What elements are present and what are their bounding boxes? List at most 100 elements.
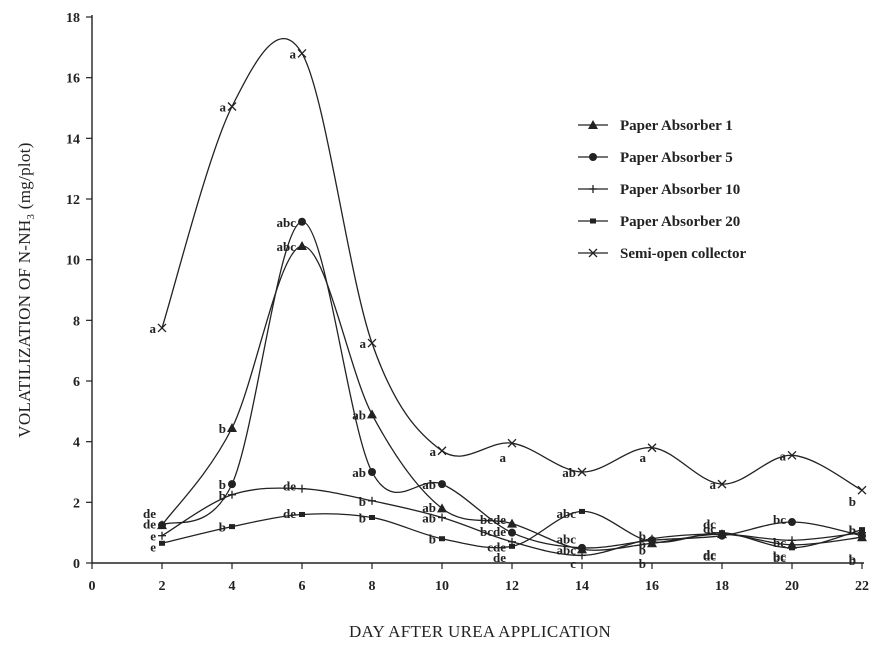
plus-marker bbox=[368, 496, 376, 505]
y-axis-title-main: VOLATILIZATION OF N-NH bbox=[15, 220, 34, 438]
significance-label: a bbox=[150, 321, 157, 336]
axes: 0 2 4 6 8 10 12 14 16 18 0 2 4 6 8 10 12 14 16 18 20 22 bbox=[66, 11, 869, 594]
significance-label: ab bbox=[562, 465, 576, 480]
significance-label: a bbox=[290, 46, 297, 61]
significance-label: a bbox=[500, 450, 507, 465]
significance-label: b bbox=[639, 536, 646, 551]
significance-label: a bbox=[360, 336, 367, 351]
significance-label: de bbox=[143, 506, 156, 521]
x-tick-label: 20 bbox=[785, 579, 799, 594]
significance-label: bc bbox=[773, 512, 786, 527]
x-marker-b bbox=[577, 467, 587, 477]
x-tick-label: 8 bbox=[369, 579, 376, 594]
x-marker bbox=[157, 323, 167, 333]
x-marker bbox=[227, 102, 237, 111]
series-line bbox=[161, 245, 863, 551]
x-tick-label: 2 bbox=[159, 579, 166, 594]
plus-marker bbox=[298, 484, 306, 493]
significance-label: bcde bbox=[480, 524, 506, 539]
series-line bbox=[161, 221, 863, 549]
x-tick-label: 22 bbox=[855, 579, 869, 594]
significance-label: a bbox=[640, 450, 647, 465]
triangle-marker bbox=[367, 409, 377, 419]
significance-label: a bbox=[430, 444, 437, 459]
x-tick-label: 6 bbox=[299, 579, 306, 594]
y-axis-title-end: (mg/plot) bbox=[15, 142, 34, 213]
y-tick-label: 12 bbox=[66, 193, 80, 208]
x-marker-b bbox=[857, 485, 867, 495]
triangle-marker bbox=[297, 241, 307, 251]
y-tick-label: 10 bbox=[66, 254, 80, 269]
legend-item: Paper Absorber 10 bbox=[578, 182, 740, 198]
significance-label: ab bbox=[422, 511, 436, 526]
significance-label: e bbox=[150, 539, 156, 554]
circle-marker bbox=[438, 480, 446, 489]
significance-label: abc bbox=[277, 239, 297, 254]
significance-label: c bbox=[570, 556, 576, 571]
circle-marker bbox=[228, 480, 236, 489]
triangle-marker bbox=[507, 518, 517, 528]
significance-label: dc bbox=[703, 547, 716, 562]
x-tick-label: 4 bbox=[229, 579, 236, 594]
significance-label: b bbox=[429, 532, 436, 547]
significance-label: b bbox=[219, 488, 226, 503]
triangle-marker bbox=[437, 503, 447, 513]
square-marker bbox=[649, 539, 655, 545]
y-tick-label: 2 bbox=[73, 496, 80, 511]
square-marker bbox=[509, 543, 515, 549]
x-marker bbox=[507, 438, 517, 448]
square-marker bbox=[369, 515, 375, 520]
x-marker-b bbox=[787, 450, 797, 460]
x-tick-label: 12 bbox=[505, 579, 519, 594]
series-1 bbox=[157, 241, 867, 554]
y-tick-label: 4 bbox=[73, 436, 80, 451]
plus-marker bbox=[158, 531, 166, 540]
significance-label: abc bbox=[557, 542, 577, 557]
legend-item: Paper Absorber 5 bbox=[578, 150, 733, 166]
significance-label: dc bbox=[703, 548, 716, 563]
significance-label: b bbox=[639, 529, 646, 544]
significance-label: b bbox=[219, 477, 226, 492]
legend-x-marker-b bbox=[588, 248, 598, 258]
plus-marker bbox=[788, 536, 796, 545]
y-axis-title: VOLATILIZATION OF N-NH3 (mg/plot) bbox=[15, 142, 37, 437]
series-line bbox=[161, 38, 863, 491]
significance-label: abc bbox=[557, 506, 577, 521]
significance-label: bc bbox=[773, 535, 786, 550]
x-marker-b bbox=[367, 338, 377, 348]
significance-label: de bbox=[283, 506, 296, 521]
legend-x-marker bbox=[588, 248, 598, 258]
x-tick-label: 16 bbox=[645, 579, 659, 594]
triangle-marker bbox=[227, 423, 237, 433]
circle-marker bbox=[158, 521, 166, 530]
square-marker bbox=[229, 524, 235, 530]
square-marker bbox=[719, 530, 725, 536]
series-3 bbox=[158, 484, 866, 560]
significance-label: b bbox=[219, 421, 226, 436]
y-tick-label: 18 bbox=[66, 11, 80, 26]
y-tick-label: 8 bbox=[73, 314, 80, 329]
series-2 bbox=[158, 217, 866, 552]
y-tick-label: 14 bbox=[66, 132, 80, 147]
x-marker bbox=[857, 485, 867, 495]
x-marker-b bbox=[437, 446, 447, 456]
series-group bbox=[157, 38, 867, 560]
significance-label: b bbox=[639, 556, 646, 571]
significance-label: a bbox=[780, 448, 787, 463]
circle-marker bbox=[508, 528, 516, 537]
x-marker-b bbox=[647, 443, 657, 453]
legend-item: Paper Absorber 1 bbox=[578, 118, 733, 134]
significance-label: dc bbox=[703, 517, 716, 532]
x-marker bbox=[437, 446, 447, 456]
x-marker bbox=[367, 338, 377, 348]
x-marker bbox=[717, 479, 727, 489]
x-tick-label: 18 bbox=[715, 579, 729, 594]
x-marker bbox=[787, 450, 797, 460]
circle-marker bbox=[298, 217, 306, 226]
square-marker bbox=[859, 527, 865, 533]
square-marker bbox=[159, 540, 165, 546]
x-marker-b bbox=[717, 479, 727, 489]
square-marker bbox=[439, 536, 445, 542]
y-axis-title-sub: 3 bbox=[25, 214, 37, 220]
